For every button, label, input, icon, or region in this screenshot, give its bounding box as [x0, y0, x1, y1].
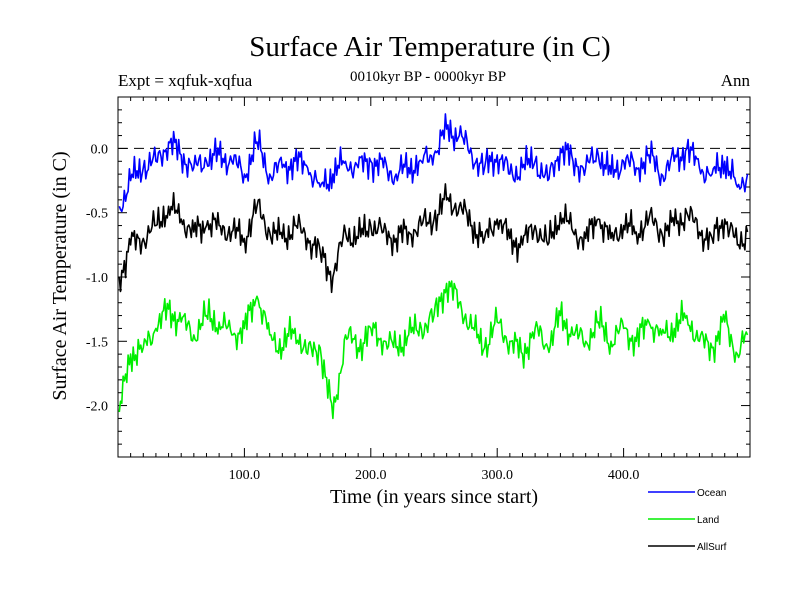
legend: Ocean Land AllSurf	[648, 488, 727, 553]
series-line-allsurf	[118, 183, 749, 294]
y-tick-label: -1.0	[86, 271, 108, 286]
x-axis-label: Time (in years since start)	[330, 486, 538, 508]
x-tick-label: 100.0	[229, 468, 261, 483]
legend-label-ocean: Ocean	[697, 488, 726, 499]
y-tick-labels: 0.0 -0.5 -1.0 -1.5 -2.0	[86, 142, 108, 414]
y-axis-label: Surface Air Temperature (in C)	[49, 151, 71, 400]
y-tick-label: -1.5	[86, 335, 108, 350]
y-tick-label: -0.5	[86, 207, 108, 222]
x-tick-label: 300.0	[481, 468, 513, 483]
x-tick-label: 200.0	[355, 468, 387, 483]
series-line-ocean	[118, 113, 749, 213]
chart-title: Surface Air Temperature (in C)	[249, 31, 610, 63]
legend-label-allsurf: AllSurf	[697, 542, 727, 553]
x-tick-labels: 100.0 200.0 300.0 400.0	[229, 468, 640, 483]
plot-frame	[117, 96, 751, 458]
y-tick-label: -2.0	[86, 400, 108, 415]
chart-subtitle: 0010kyr BP - 0000kyr BP	[350, 69, 506, 85]
axis-ticks	[118, 96, 750, 458]
series-line-land	[118, 280, 749, 420]
series-lines	[118, 113, 749, 420]
experiment-label: Expt = xqfuk-xqfua	[118, 71, 253, 90]
x-tick-label: 400.0	[608, 468, 640, 483]
y-tick-label: 0.0	[91, 142, 109, 157]
legend-label-land: Land	[697, 515, 719, 526]
season-label: Ann	[721, 71, 751, 90]
